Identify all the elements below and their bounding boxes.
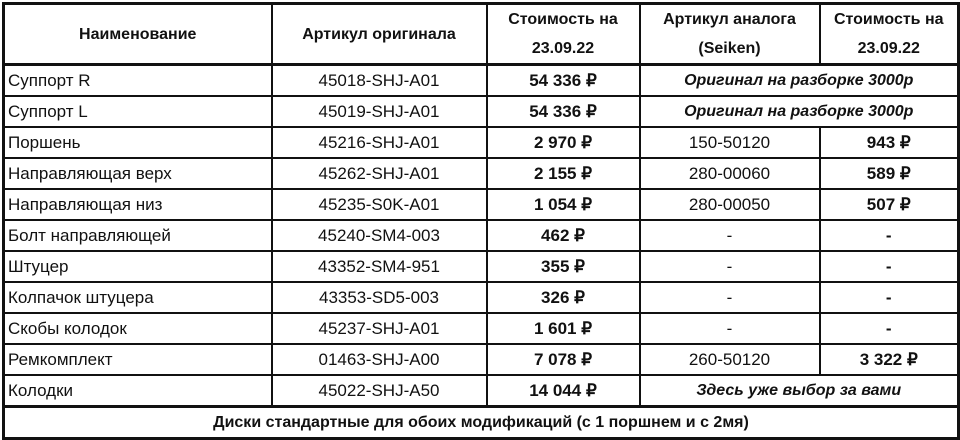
note-cell: Оригинал на разборке 3000р [638,95,960,128]
oem-price: 326 ₽ [485,281,641,314]
analog-article: - [638,281,821,314]
table-row: Поршень 45216-SHJ-A01 2 970 ₽150-50120 943 … [2,126,960,159]
table-row: Скобы колодок 45237-SHJ-A01 1 601 ₽ - - [2,312,960,345]
part-name: Ремкомплект [2,343,273,376]
note-cell: Оригинал на разборке 3000р [638,63,960,97]
header-analog-price: Стоимость на 23.09.22 [818,2,960,66]
oem-article: 45235-S0K-A01 [270,188,488,221]
table-row: Суппорт R 45018-SHJ-A01 54 336 ₽ Оригинал н… [2,63,960,97]
table-row: Суппорт L 45019-SHJ-A01 54 336 ₽ Оригинал н… [2,95,960,128]
part-name: Скобы колодок [2,312,273,345]
oem-article: 45240-SM4-003 [270,219,488,252]
table-row: Штуцер 43352-SM4-951 355 ₽ - - [2,250,960,283]
oem-article: 45019-SHJ-A01 [270,95,488,128]
table-row: Болт направляющей 45240-SM4-003 462 ₽ - - [2,219,960,252]
analog-price: - [818,312,960,345]
oem-price: 14 044 ₽ [485,374,641,408]
header-name: Наименование [2,2,273,66]
part-name: Поршень [2,126,273,159]
analog-price: - [818,281,960,314]
part-name: Направляющая верх [2,157,273,190]
oem-article: 01463-SHJ-A00 [270,343,488,376]
oem-price: 1 054 ₽ [485,188,641,221]
oem-price: 1 601 ₽ [485,312,641,345]
oem-price: 462 ₽ [485,219,641,252]
oem-article: 43352-SM4-951 [270,250,488,283]
header-oem: Артикул оригинала [270,2,488,66]
oem-article: 43353-SD5-003 [270,281,488,314]
part-name: Колодки [2,374,273,408]
oem-price: 54 336 ₽ [485,63,641,97]
oem-article: 45216-SHJ-A01 [270,126,488,159]
analog-article: - [638,250,821,283]
part-name: Штуцер [2,250,273,283]
analog-article: 260-50120 [638,343,821,376]
note-cell: Здесь уже выбор за вами [638,374,960,408]
part-name: Суппорт R [2,63,273,97]
part-name: Болт направляющей [2,219,273,252]
footer-row: Диски стандартные для обоих модификаций … [2,405,960,440]
oem-article: 45022-SHJ-A50 [270,374,488,408]
table-row: Колпачок штуцера 43353-SD5-003 326 ₽ - - [2,281,960,314]
table-row: Колодки 45022-SHJ-A50 14 044 ₽ Здесь уже вы… [2,374,960,408]
analog-article: 280-00060 [638,157,821,190]
part-name: Направляющая низ [2,188,273,221]
analog-article: - [638,312,821,345]
part-name: Суппорт L [2,95,273,128]
oem-price: 355 ₽ [485,250,641,283]
table-row: Направляющая верх 45262-SHJ-A01 2 155 ₽280… [2,157,960,190]
oem-article: 45018-SHJ-A01 [270,63,488,97]
footer-note: Диски стандартные для обоих модификаций … [2,405,960,440]
table-row: Направляющая низ 45235-S0K-A01 1 054 ₽280-… [2,188,960,221]
analog-price: 3 322 ₽ [818,343,960,376]
table-row: Ремкомплект 01463-SHJ-A00 7 078 ₽260-50120… [2,343,960,376]
analog-article: 150-50120 [638,126,821,159]
analog-price: 943 ₽ [818,126,960,159]
analog-price: - [818,219,960,252]
oem-price: 54 336 ₽ [485,95,641,128]
header-row: Наименование Артикул оригинала Стоимость… [2,2,960,66]
oem-article: 45262-SHJ-A01 [270,157,488,190]
header-analog: Артикул аналога (Seiken) [638,2,821,66]
oem-price: 2 970 ₽ [485,126,641,159]
analog-price: 507 ₽ [818,188,960,221]
oem-price: 7 078 ₽ [485,343,641,376]
analog-article: 280-00050 [638,188,821,221]
analog-article: - [638,219,821,252]
analog-price: 589 ₽ [818,157,960,190]
header-price: Стоимость на 23.09.22 [485,2,641,66]
analog-price: - [818,250,960,283]
oem-price: 2 155 ₽ [485,157,641,190]
oem-article: 45237-SHJ-A01 [270,312,488,345]
part-name: Колпачок штуцера [2,281,273,314]
